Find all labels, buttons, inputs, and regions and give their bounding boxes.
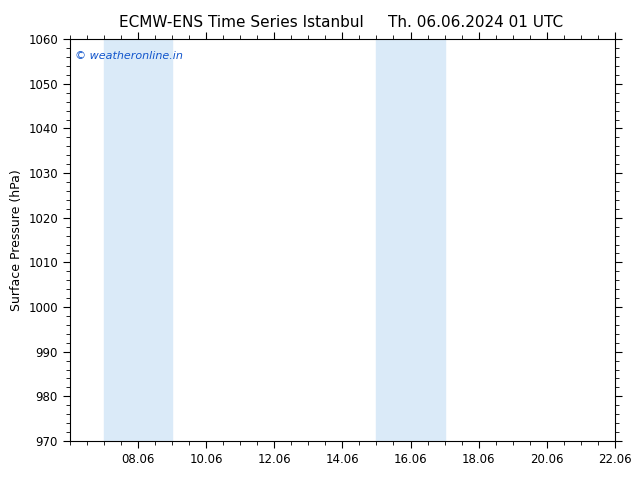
Y-axis label: Surface Pressure (hPa): Surface Pressure (hPa) xyxy=(10,169,23,311)
Text: © weatheronline.in: © weatheronline.in xyxy=(75,51,183,61)
Text: Th. 06.06.2024 01 UTC: Th. 06.06.2024 01 UTC xyxy=(388,15,563,30)
Bar xyxy=(377,39,444,441)
Bar xyxy=(104,39,172,441)
Text: ECMW-ENS Time Series Istanbul: ECMW-ENS Time Series Istanbul xyxy=(119,15,363,30)
